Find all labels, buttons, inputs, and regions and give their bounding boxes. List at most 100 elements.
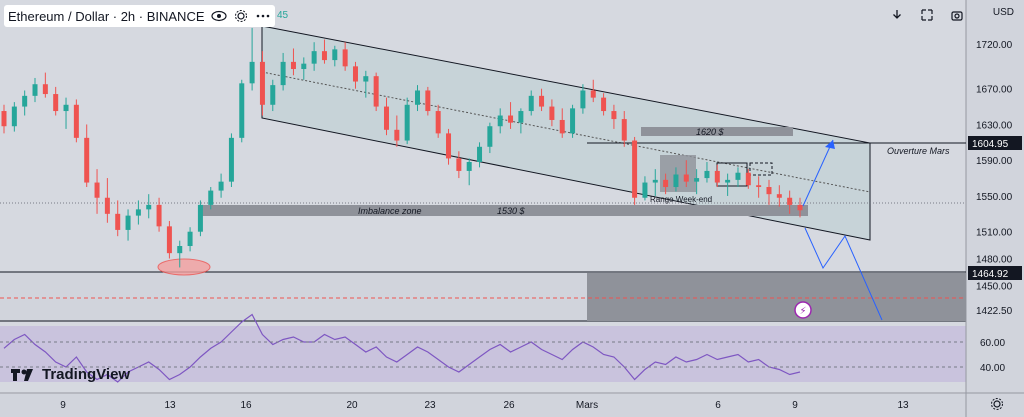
candle-body bbox=[342, 49, 348, 67]
time-axis: 9 13 16 20 23 26 Mars 6 9 13 bbox=[60, 400, 909, 411]
candle-body bbox=[135, 209, 141, 216]
tradingview-logo-icon bbox=[11, 368, 33, 381]
resistance-zone-1620 bbox=[641, 127, 793, 136]
time-tick-8: 9 bbox=[792, 400, 798, 411]
candle-body bbox=[383, 106, 389, 130]
candle-body bbox=[559, 119, 565, 134]
price-tick-3: 1590.00 bbox=[976, 156, 1013, 167]
chart-settings-icon[interactable] bbox=[990, 397, 1004, 411]
currency-selector[interactable]: USD bbox=[992, 7, 1014, 18]
settings-icon[interactable] bbox=[233, 8, 249, 24]
candle-body bbox=[425, 90, 431, 112]
candle-body bbox=[787, 197, 793, 205]
candle-body bbox=[477, 146, 483, 162]
candle-body bbox=[73, 104, 79, 138]
time-tick-5: 26 bbox=[503, 400, 515, 411]
camera-icon[interactable] bbox=[950, 8, 964, 22]
candle-body bbox=[239, 83, 245, 138]
symbol-header[interactable]: Ethereum / Dollar · 2h · BINANCE bbox=[4, 5, 275, 27]
candle-body bbox=[208, 190, 214, 205]
svg-text:⚡: ⚡ bbox=[799, 306, 806, 317]
candle-body bbox=[694, 178, 700, 182]
price-tick-0: 1720.00 bbox=[976, 40, 1013, 51]
label-imbalance-zone: Imbalance zone bbox=[358, 206, 422, 216]
candle-body bbox=[570, 108, 576, 134]
candle-body bbox=[301, 63, 307, 70]
candle-body bbox=[22, 95, 28, 107]
candle-body bbox=[673, 174, 679, 188]
candle-body bbox=[187, 231, 193, 247]
candle-body bbox=[373, 76, 379, 107]
time-tick-6: Mars bbox=[576, 400, 598, 411]
download-icon[interactable] bbox=[890, 8, 904, 22]
price-tick-2: 1630.00 bbox=[976, 120, 1013, 131]
candle-body bbox=[766, 187, 772, 195]
tradingview-logo: TradingView bbox=[10, 366, 130, 383]
rsi-axis: 60.00 40.00 bbox=[0, 338, 1005, 374]
candle-body bbox=[311, 51, 317, 64]
candle-body bbox=[259, 61, 265, 105]
candle-body bbox=[735, 172, 741, 180]
rsi-tick-0: 60.00 bbox=[980, 338, 1005, 349]
rsi-tick-1: 40.00 bbox=[980, 363, 1005, 374]
candle-body bbox=[146, 204, 152, 210]
time-tick-7: 6 bbox=[715, 400, 721, 411]
label-1530: 1530 $ bbox=[497, 206, 526, 216]
price-label-1464: 1464.92 bbox=[972, 269, 1009, 280]
candle-body bbox=[683, 174, 689, 182]
candle-body bbox=[508, 115, 514, 123]
candle-body bbox=[363, 76, 369, 82]
projection-up-arrow bbox=[825, 140, 835, 149]
candle-body bbox=[601, 97, 607, 112]
more-icon[interactable] bbox=[255, 8, 271, 24]
time-tick-0: 9 bbox=[60, 400, 66, 411]
imbalance-zone bbox=[200, 205, 808, 216]
candle-body bbox=[32, 84, 38, 96]
candle-body bbox=[228, 137, 234, 182]
candle-body bbox=[714, 170, 720, 183]
low-highlight bbox=[157, 258, 211, 276]
time-tick-9: 13 bbox=[897, 400, 909, 411]
candle-body bbox=[590, 90, 596, 98]
label-ouverture-mars: Ouverture Mars bbox=[887, 146, 950, 156]
candle-body bbox=[84, 137, 90, 183]
candle-body bbox=[725, 179, 731, 183]
candle-body bbox=[197, 204, 203, 232]
price-axis: 1720.00 1670.00 1630.00 1590.00 1550.00 1510.… bbox=[976, 40, 1013, 317]
candle-body bbox=[352, 66, 358, 82]
candle-body bbox=[394, 129, 400, 141]
candle-body bbox=[270, 85, 276, 105]
candle-body bbox=[166, 226, 172, 254]
price-tick-4: 1550.00 bbox=[976, 192, 1013, 203]
candle-body bbox=[332, 49, 338, 61]
price-label-1604: 1604.95 bbox=[972, 139, 1009, 150]
range-box-dashed bbox=[749, 162, 773, 176]
candle-body bbox=[42, 84, 48, 95]
channel-midline bbox=[261, 71, 871, 193]
candle-body bbox=[704, 170, 710, 179]
lightning-icon[interactable] bbox=[794, 301, 812, 319]
candle-body bbox=[756, 185, 762, 188]
projection-down bbox=[804, 227, 883, 321]
candle-body bbox=[156, 204, 162, 227]
candle-body bbox=[528, 95, 534, 112]
logo-text: TradingView bbox=[42, 366, 131, 383]
label-1620: 1620 $ bbox=[696, 127, 725, 137]
candle-body bbox=[632, 140, 638, 198]
candle-body bbox=[435, 111, 441, 134]
eye-icon[interactable] bbox=[210, 8, 227, 24]
candle-body bbox=[456, 158, 462, 171]
price-suffix: 45 bbox=[277, 10, 289, 21]
candle-body bbox=[539, 95, 545, 107]
candle-body bbox=[53, 94, 59, 112]
candle-body bbox=[290, 61, 296, 70]
candle-body bbox=[11, 106, 17, 127]
candle-body bbox=[487, 126, 493, 147]
candle-body bbox=[497, 115, 503, 127]
price-tick-6: 1480.00 bbox=[976, 255, 1013, 266]
candle-body bbox=[104, 197, 110, 214]
candle-body bbox=[580, 90, 586, 109]
expand-icon[interactable] bbox=[920, 8, 934, 22]
candle-body bbox=[446, 133, 452, 159]
